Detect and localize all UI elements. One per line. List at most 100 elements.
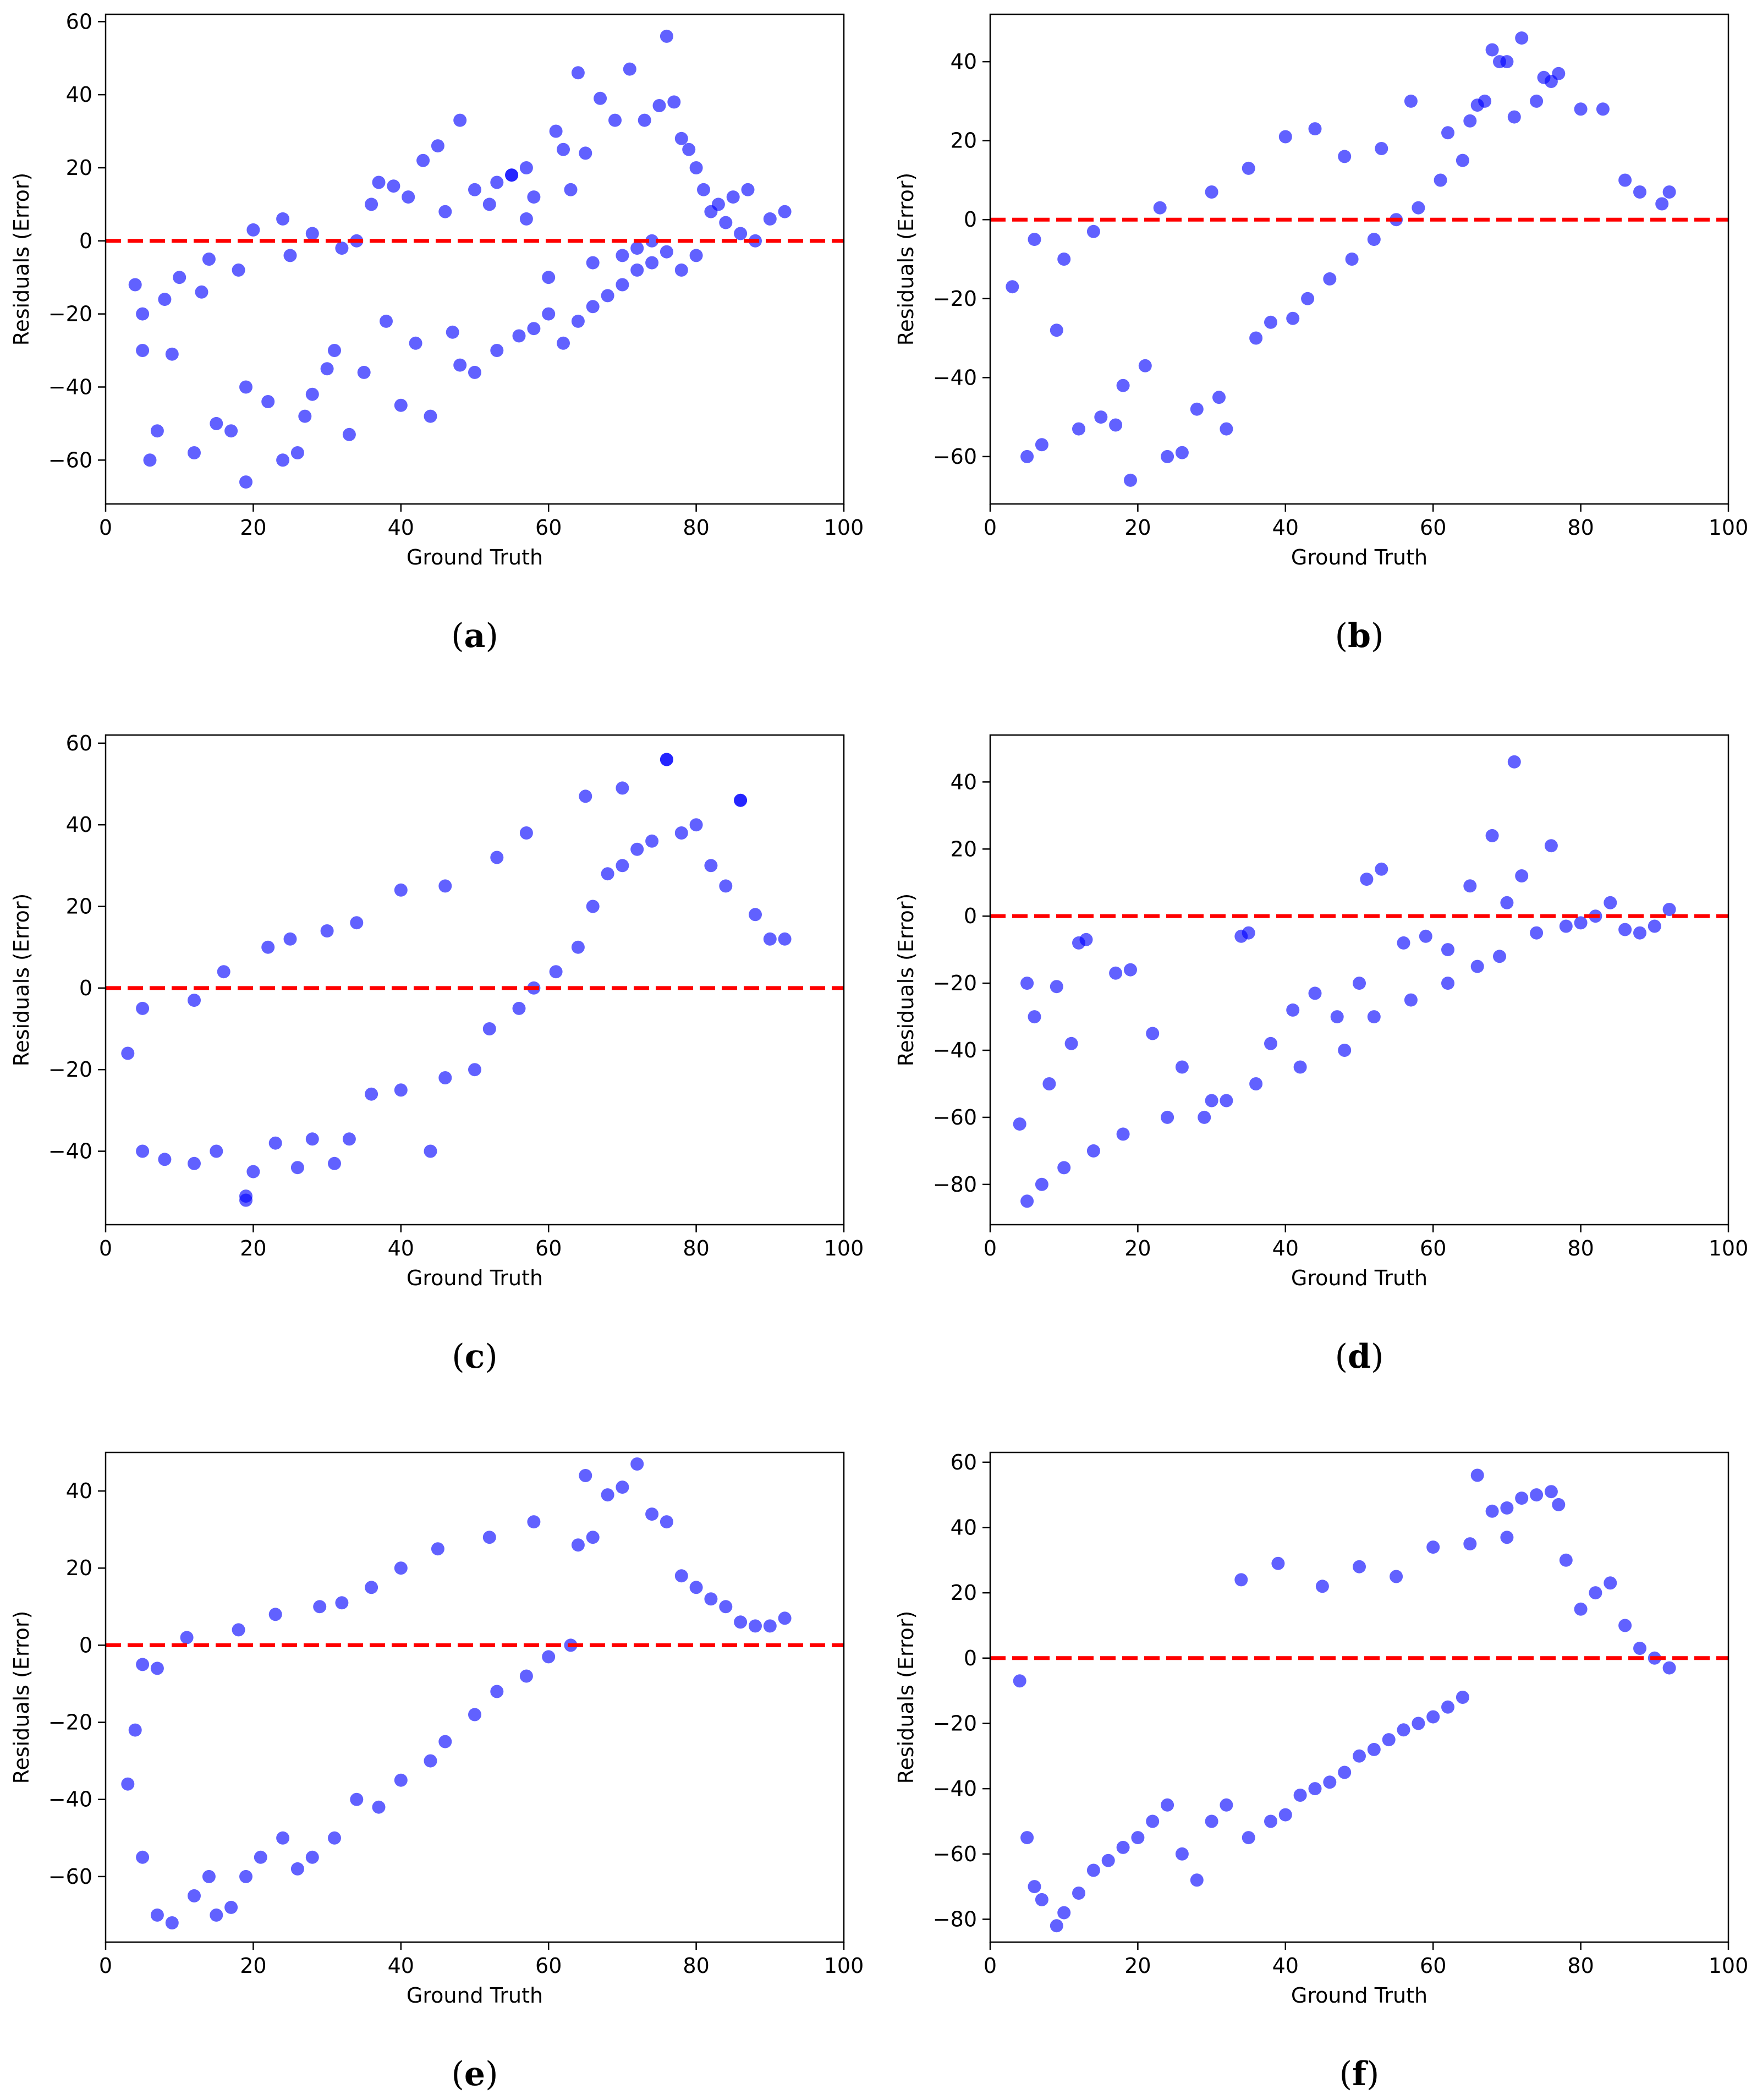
data-point	[1072, 1887, 1085, 1900]
data-point	[1604, 1576, 1617, 1590]
y-tick-label: −80	[933, 1172, 977, 1197]
data-point	[719, 1600, 733, 1614]
data-point	[136, 1658, 150, 1671]
data-point	[519, 212, 533, 226]
data-point	[630, 1457, 644, 1471]
data-point	[409, 336, 422, 350]
data-point	[380, 314, 393, 328]
x-tick-label: 60	[1420, 1236, 1446, 1260]
data-point	[1419, 929, 1432, 943]
y-tick-label: 20	[951, 129, 977, 153]
data-point	[188, 994, 201, 1007]
data-point	[1028, 1880, 1041, 1894]
data-point	[290, 446, 304, 459]
data-point	[1574, 916, 1588, 930]
data-point	[586, 300, 600, 314]
data-point	[365, 1087, 378, 1101]
data-point	[1308, 1782, 1322, 1796]
data-point	[1515, 869, 1529, 882]
data-point	[601, 1488, 614, 1502]
data-point	[1286, 1003, 1300, 1017]
data-point	[210, 1144, 223, 1158]
data-point	[328, 344, 341, 357]
y-tick-label: 20	[66, 156, 92, 180]
data-point	[1515, 1492, 1529, 1505]
panel-label: (d)	[1335, 1337, 1384, 1376]
data-point	[1338, 1765, 1352, 1779]
data-point	[778, 932, 792, 946]
data-point	[468, 1063, 481, 1077]
data-point	[121, 1046, 135, 1060]
panel-e-axes-frame	[105, 1451, 845, 1943]
data-point	[778, 205, 792, 218]
data-point	[1500, 1531, 1514, 1544]
data-point	[1175, 446, 1189, 459]
y-tick-label: −60	[933, 445, 977, 469]
data-point	[128, 1723, 142, 1737]
data-point	[482, 1022, 496, 1035]
x-tick-label: 60	[1420, 516, 1446, 540]
data-point	[1146, 1814, 1160, 1828]
data-point	[1242, 161, 1255, 175]
panel-label: (c)	[452, 1337, 497, 1376]
data-point	[719, 216, 733, 229]
data-point	[1507, 110, 1521, 124]
data-point	[1057, 1161, 1071, 1175]
panel-b: 0 20 40 60 80 100 −60 −40 −20 0 20 40 Ground Truth Re…	[894, 13, 1748, 655]
panel-c: 0 20 40 60 80 100 −40 −20 0 20 40 60 Ground Truth Res…	[9, 731, 864, 1376]
data-point	[660, 753, 673, 766]
data-point	[1382, 1733, 1396, 1747]
data-point	[158, 293, 172, 306]
data-point	[1463, 114, 1477, 128]
x-tick-label: 0	[99, 1236, 112, 1260]
panel-d: 0 20 40 60 80 100 −80 −60 −40 −20 0 20 40 Ground Trut…	[894, 734, 1748, 1376]
panel-c-points	[121, 753, 792, 1207]
data-point	[1035, 1893, 1048, 1906]
data-point	[239, 1869, 252, 1883]
data-point	[1271, 1556, 1285, 1570]
panel-a: 0 20 40 60 80 100 −60 −40 −20 0 20 40 60 Ground Truth…	[9, 9, 864, 655]
data-point	[342, 427, 356, 441]
data-point	[1441, 126, 1454, 140]
data-point	[1434, 173, 1447, 187]
y-tick-label: 0	[964, 1646, 977, 1670]
y-tick-label: −20	[48, 302, 92, 326]
data-point	[165, 347, 179, 361]
data-point	[763, 1619, 777, 1633]
data-point	[261, 940, 275, 954]
data-point	[1323, 1775, 1337, 1789]
data-point	[239, 1193, 252, 1207]
y-tick-label: 20	[951, 1581, 977, 1605]
data-point	[1544, 839, 1558, 853]
data-point	[1249, 331, 1263, 345]
x-tick-label: 20	[1124, 1236, 1151, 1260]
panel-a-points	[128, 29, 792, 489]
x-axis-label: Ground Truth	[407, 545, 543, 569]
data-point	[749, 908, 762, 922]
data-point	[1470, 1468, 1484, 1482]
data-point	[542, 1650, 556, 1664]
data-point	[674, 826, 688, 840]
panel-d-axes-frame	[989, 734, 1729, 1226]
x-tick-label: 0	[984, 516, 997, 540]
panel-label: (a)	[451, 617, 498, 655]
data-point	[689, 1581, 703, 1594]
panel-e: 0 20 40 60 80 100 −60 −40 −20 0 20 40 Ground Truth Re…	[9, 1451, 864, 2093]
data-point	[1662, 185, 1676, 199]
data-point	[1648, 919, 1661, 933]
data-point	[150, 1662, 164, 1675]
y-tick-label: −20	[48, 1710, 92, 1735]
data-point	[305, 1132, 319, 1146]
data-point	[202, 1869, 216, 1883]
data-point	[365, 1581, 378, 1594]
y-tick-label: 40	[951, 770, 977, 794]
data-point	[630, 263, 644, 277]
data-point	[1618, 1619, 1632, 1632]
y-axis-label: Residuals (Error)	[894, 173, 918, 346]
data-point	[1116, 379, 1130, 392]
data-point	[571, 1538, 585, 1552]
data-point	[239, 380, 252, 394]
data-point	[616, 781, 629, 795]
y-tick-label: 40	[951, 1515, 977, 1539]
data-point	[519, 826, 533, 840]
